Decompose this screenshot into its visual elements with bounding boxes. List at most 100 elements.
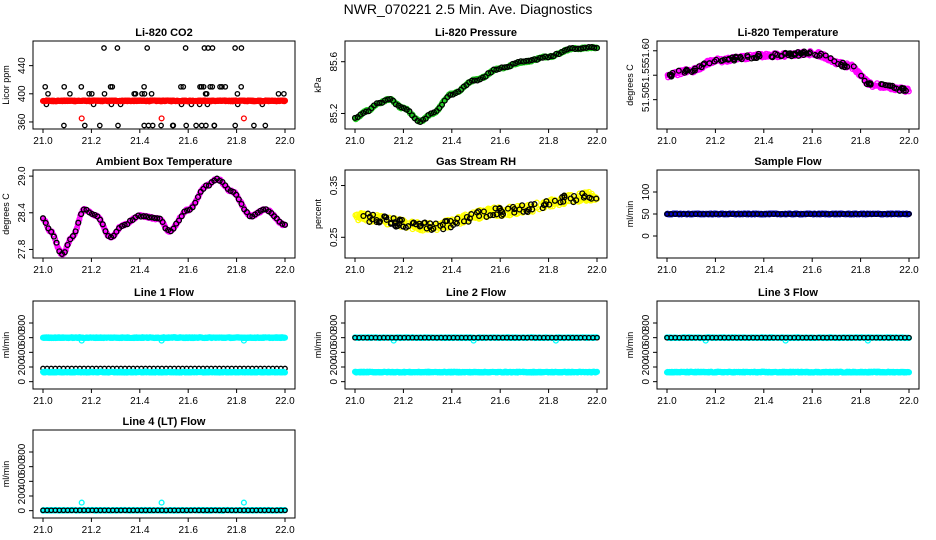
data-point bbox=[785, 52, 792, 59]
data-point bbox=[777, 53, 785, 60]
data-point bbox=[78, 115, 85, 122]
y-tick-label: 0 bbox=[641, 233, 652, 239]
data-point bbox=[234, 90, 241, 97]
data-point bbox=[675, 67, 682, 74]
plot-frame bbox=[344, 300, 608, 390]
data-point bbox=[879, 81, 886, 88]
data-point bbox=[579, 190, 586, 197]
data-point bbox=[527, 201, 535, 208]
x-tick-label: 22.0 bbox=[587, 396, 607, 407]
data-points bbox=[39, 175, 289, 258]
data-point bbox=[193, 122, 199, 129]
x-tick-label: 21.0 bbox=[345, 136, 365, 147]
data-point bbox=[148, 90, 155, 97]
x-tick-label: 21.0 bbox=[33, 396, 53, 407]
y-tick-label: 200 bbox=[641, 358, 652, 375]
y-tick-label: 0.35 bbox=[329, 175, 340, 195]
data-point bbox=[548, 196, 555, 203]
data-point bbox=[198, 122, 205, 129]
data-point bbox=[78, 337, 85, 344]
data-point bbox=[572, 45, 579, 53]
data-point bbox=[669, 69, 676, 76]
data-point bbox=[399, 223, 407, 230]
data-point bbox=[233, 191, 240, 198]
data-point bbox=[454, 215, 461, 222]
data-point bbox=[520, 58, 527, 65]
data-point bbox=[498, 64, 505, 71]
data-point bbox=[585, 43, 592, 51]
data-point bbox=[406, 108, 413, 115]
panel-title: Li-820 Temperature bbox=[738, 27, 839, 39]
data-point bbox=[140, 213, 147, 220]
data-point bbox=[504, 205, 512, 212]
data-point bbox=[817, 50, 825, 57]
x-tick-label: 21.0 bbox=[345, 265, 365, 276]
x-tick-label: 21.0 bbox=[345, 396, 365, 407]
x-tick-label: 21.2 bbox=[82, 136, 102, 147]
data-point bbox=[583, 44, 590, 51]
data-point bbox=[88, 210, 95, 217]
y-tick-label: 800 bbox=[329, 314, 340, 331]
y-tick-label: 51.55 bbox=[641, 62, 652, 87]
data-point bbox=[531, 201, 538, 208]
x-tick-label: 21.0 bbox=[657, 136, 677, 147]
data-point bbox=[375, 219, 382, 226]
data-point bbox=[205, 45, 211, 51]
data-point bbox=[42, 83, 49, 90]
x-tick-label: 21.8 bbox=[539, 136, 559, 147]
data-point bbox=[559, 193, 566, 201]
x-tick-label: 21.4 bbox=[754, 396, 774, 407]
y-tick-label: 51.50 bbox=[641, 87, 652, 112]
data-point bbox=[430, 225, 437, 232]
data-point bbox=[460, 218, 468, 225]
data-point bbox=[39, 215, 47, 222]
data-point bbox=[858, 72, 865, 79]
data-point bbox=[768, 53, 775, 60]
data-points bbox=[664, 48, 912, 95]
plot-frame bbox=[656, 40, 920, 130]
data-point bbox=[787, 51, 795, 58]
data-point bbox=[476, 212, 483, 220]
data-point bbox=[197, 83, 203, 90]
data-point bbox=[574, 45, 582, 52]
x-tick-label: 21.6 bbox=[178, 265, 198, 276]
plot-frame bbox=[32, 40, 296, 130]
data-point bbox=[539, 205, 546, 212]
data-point bbox=[501, 64, 508, 71]
x-tick-label: 21.8 bbox=[851, 136, 871, 147]
x-tick-label: 21.6 bbox=[490, 136, 510, 147]
data-point bbox=[850, 63, 857, 70]
data-point bbox=[381, 97, 388, 104]
data-point bbox=[402, 224, 409, 231]
y-axis-label: percent bbox=[313, 198, 323, 229]
data-point bbox=[170, 122, 177, 129]
data-point bbox=[540, 202, 548, 209]
y-axis-label: ml/min bbox=[313, 332, 323, 359]
data-point bbox=[683, 67, 690, 74]
data-point bbox=[414, 117, 421, 124]
data-point bbox=[88, 90, 95, 97]
data-point bbox=[232, 45, 238, 51]
data-point bbox=[351, 114, 359, 121]
data-point bbox=[126, 217, 134, 224]
y-tick-label: 28.4 bbox=[17, 203, 28, 223]
data-point bbox=[97, 216, 104, 223]
data-point bbox=[115, 122, 121, 129]
data-point bbox=[281, 97, 289, 104]
data-point bbox=[203, 90, 210, 97]
y-tick-label: 440 bbox=[17, 57, 28, 74]
data-point bbox=[504, 63, 511, 71]
data-point bbox=[428, 110, 435, 117]
data-point bbox=[493, 66, 500, 73]
x-tick-label: 21.8 bbox=[227, 396, 247, 407]
data-point bbox=[159, 218, 166, 226]
data-point bbox=[154, 215, 161, 222]
data-point bbox=[78, 211, 85, 218]
data-point bbox=[885, 82, 892, 89]
x-tick-label: 21.4 bbox=[130, 265, 150, 276]
y-tick-label: 100 bbox=[641, 183, 652, 200]
